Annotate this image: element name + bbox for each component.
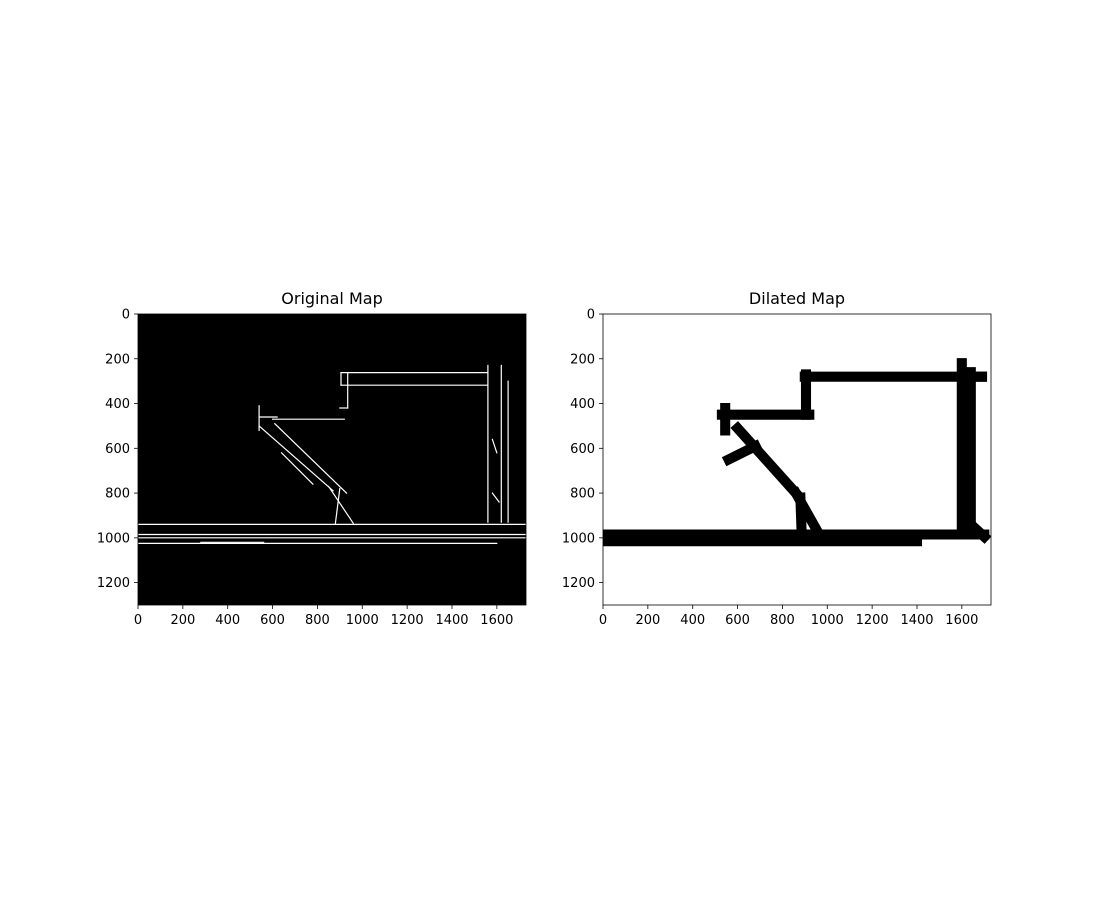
dilated-map-ytick-label: 400 [570, 397, 595, 412]
dilated-map-right-bottom-corner [963, 517, 991, 544]
dilated-map-xtick-label: 400 [680, 613, 705, 628]
original-map-xtick-label: 0 [134, 613, 142, 628]
original-map-panel: Original Map 0 200 400 600 800 1000 1200 1400 160… [97, 289, 527, 628]
dilated-map-xtick-label: 600 [725, 613, 750, 628]
original-map-ytick-label: 200 [105, 352, 130, 367]
original-map-ytick-label: 400 [105, 397, 130, 412]
original-map-diagonal-wall-1 [258, 425, 334, 492]
original-map-diagonal-lower [327, 485, 355, 525]
dilated-map-ytick-label: 1200 [562, 576, 595, 591]
original-map-xtick-label: 600 [260, 613, 285, 628]
original-map-right-blob-1 [491, 438, 498, 454]
dilated-map-panel: Dilated Map 0 200 400 600 800 1000 1200 1400 1600… [562, 289, 992, 628]
original-map-diagonal-wall-3 [280, 451, 314, 485]
original-map-diagonal-lower-2 [334, 487, 341, 524]
original-map-diagonal-wall-2 [273, 422, 348, 494]
dilated-map-ytick-label: 1000 [562, 531, 595, 546]
original-map-xtick-label: 1600 [480, 613, 513, 628]
dilated-map-xtick-label: 800 [770, 613, 795, 628]
dilated-map-frame [602, 313, 992, 606]
original-map-ytick-label: 600 [105, 442, 130, 457]
dilated-map-diagonal-lower-2 [795, 492, 807, 535]
dilated-map-diagonal-wall [730, 421, 804, 501]
dilated-map-xtick-label: 1200 [856, 613, 889, 628]
original-map-ytick-label: 0 [122, 308, 130, 323]
original-map-xtick-label: 800 [305, 613, 330, 628]
dilated-map-xtick-label: 1400 [900, 613, 933, 628]
original-map-ytick-label: 800 [105, 487, 130, 502]
dilated-map-spikes-left [721, 439, 763, 467]
original-map-ytick-label: 1200 [97, 576, 130, 591]
original-map-ytick-label: 1000 [97, 531, 130, 546]
dilated-map-ytick-label: 800 [570, 487, 595, 502]
dilated-map-xtick-label: 200 [635, 613, 660, 628]
original-map-image [138, 314, 526, 605]
dilated-map-title: Dilated Map [749, 289, 845, 308]
dilated-map-ytick-label: 200 [570, 352, 595, 367]
original-map-frame [137, 313, 527, 606]
dilated-map-xtick-label: 0 [599, 613, 607, 628]
original-map-xtick-label: 200 [170, 613, 195, 628]
original-map-xtick-label: 1000 [346, 613, 379, 628]
dilated-map-xtick-label: 1600 [945, 613, 978, 628]
dilated-map-ytick-label: 600 [570, 442, 595, 457]
original-map-xtick-label: 400 [215, 613, 240, 628]
original-map-title: Original Map [281, 289, 382, 308]
original-map-right-blob-2 [491, 492, 500, 503]
original-map-xtick-label: 1400 [435, 613, 468, 628]
original-map-xtick-label: 1200 [391, 613, 424, 628]
dilated-map-xtick-label: 1000 [811, 613, 844, 628]
dilated-map-ytick-label: 0 [587, 308, 595, 323]
dilated-map-image [603, 314, 991, 605]
